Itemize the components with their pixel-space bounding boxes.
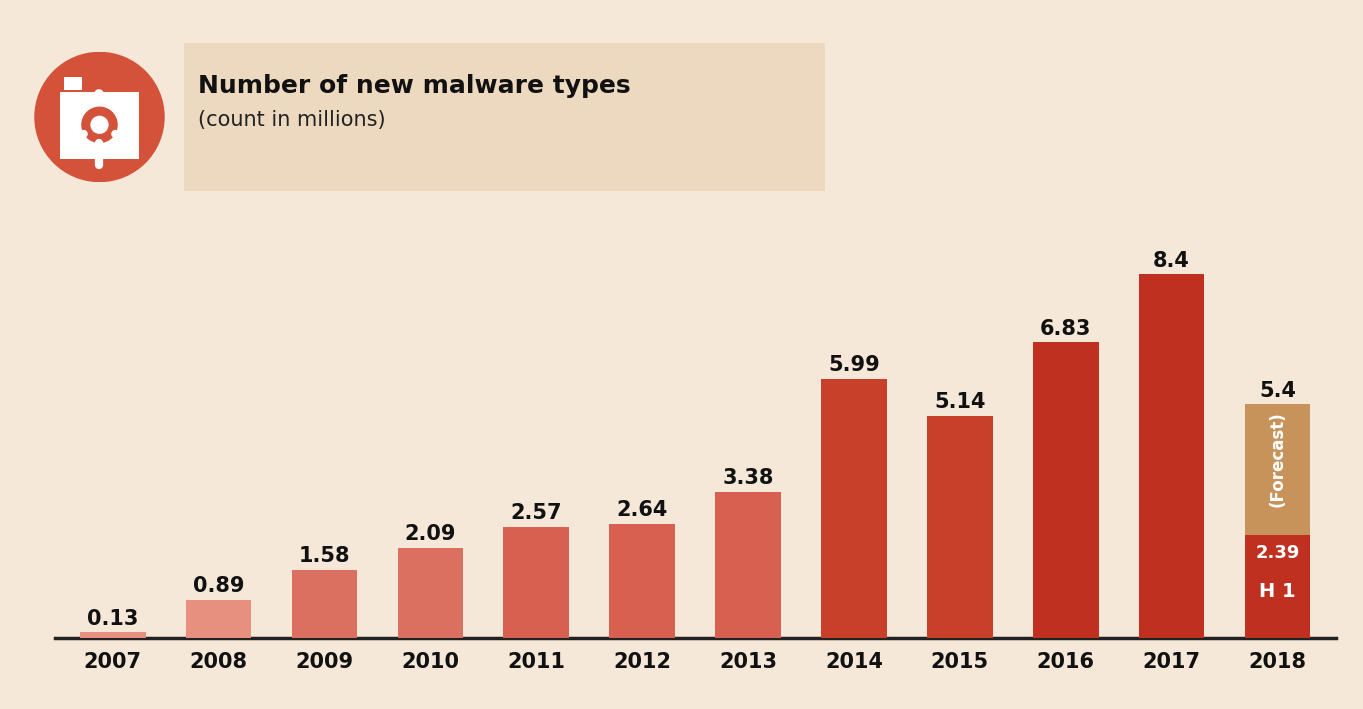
Text: 2.64: 2.64	[616, 501, 668, 520]
Text: 0.13: 0.13	[87, 609, 139, 629]
Text: Number of new malware types: Number of new malware types	[198, 74, 630, 99]
Text: 2.09: 2.09	[405, 524, 457, 545]
Bar	[80, 632, 146, 638]
Text: 0.89: 0.89	[194, 576, 244, 596]
Text: 3.38: 3.38	[722, 469, 774, 489]
Bar	[292, 570, 357, 638]
Text: 5.4: 5.4	[1259, 381, 1296, 401]
Bar	[821, 379, 887, 638]
Text: (count in millions): (count in millions)	[198, 110, 386, 130]
Bar	[1139, 274, 1205, 638]
Bar	[503, 527, 570, 638]
Bar	[398, 547, 463, 638]
Text: 6.83: 6.83	[1040, 319, 1092, 339]
Bar	[1244, 535, 1310, 638]
Bar	[716, 492, 781, 638]
Text: (Forecast): (Forecast)	[1269, 411, 1287, 507]
Circle shape	[34, 52, 165, 182]
Bar	[609, 524, 675, 638]
Bar	[1244, 404, 1310, 535]
Circle shape	[90, 116, 109, 134]
Bar	[927, 415, 992, 638]
Text: 5.99: 5.99	[829, 355, 880, 375]
FancyBboxPatch shape	[64, 77, 82, 90]
Bar	[1033, 342, 1099, 638]
FancyBboxPatch shape	[60, 74, 139, 160]
Text: 1.58: 1.58	[298, 546, 350, 566]
FancyBboxPatch shape	[60, 74, 139, 92]
Text: 5.14: 5.14	[934, 392, 985, 412]
Text: 2.57: 2.57	[511, 503, 562, 523]
Text: 2.39: 2.39	[1255, 545, 1300, 562]
Text: H 1: H 1	[1259, 582, 1296, 601]
Bar	[185, 600, 251, 638]
Circle shape	[82, 106, 117, 143]
Text: 8.4: 8.4	[1153, 251, 1190, 271]
Circle shape	[72, 97, 127, 152]
